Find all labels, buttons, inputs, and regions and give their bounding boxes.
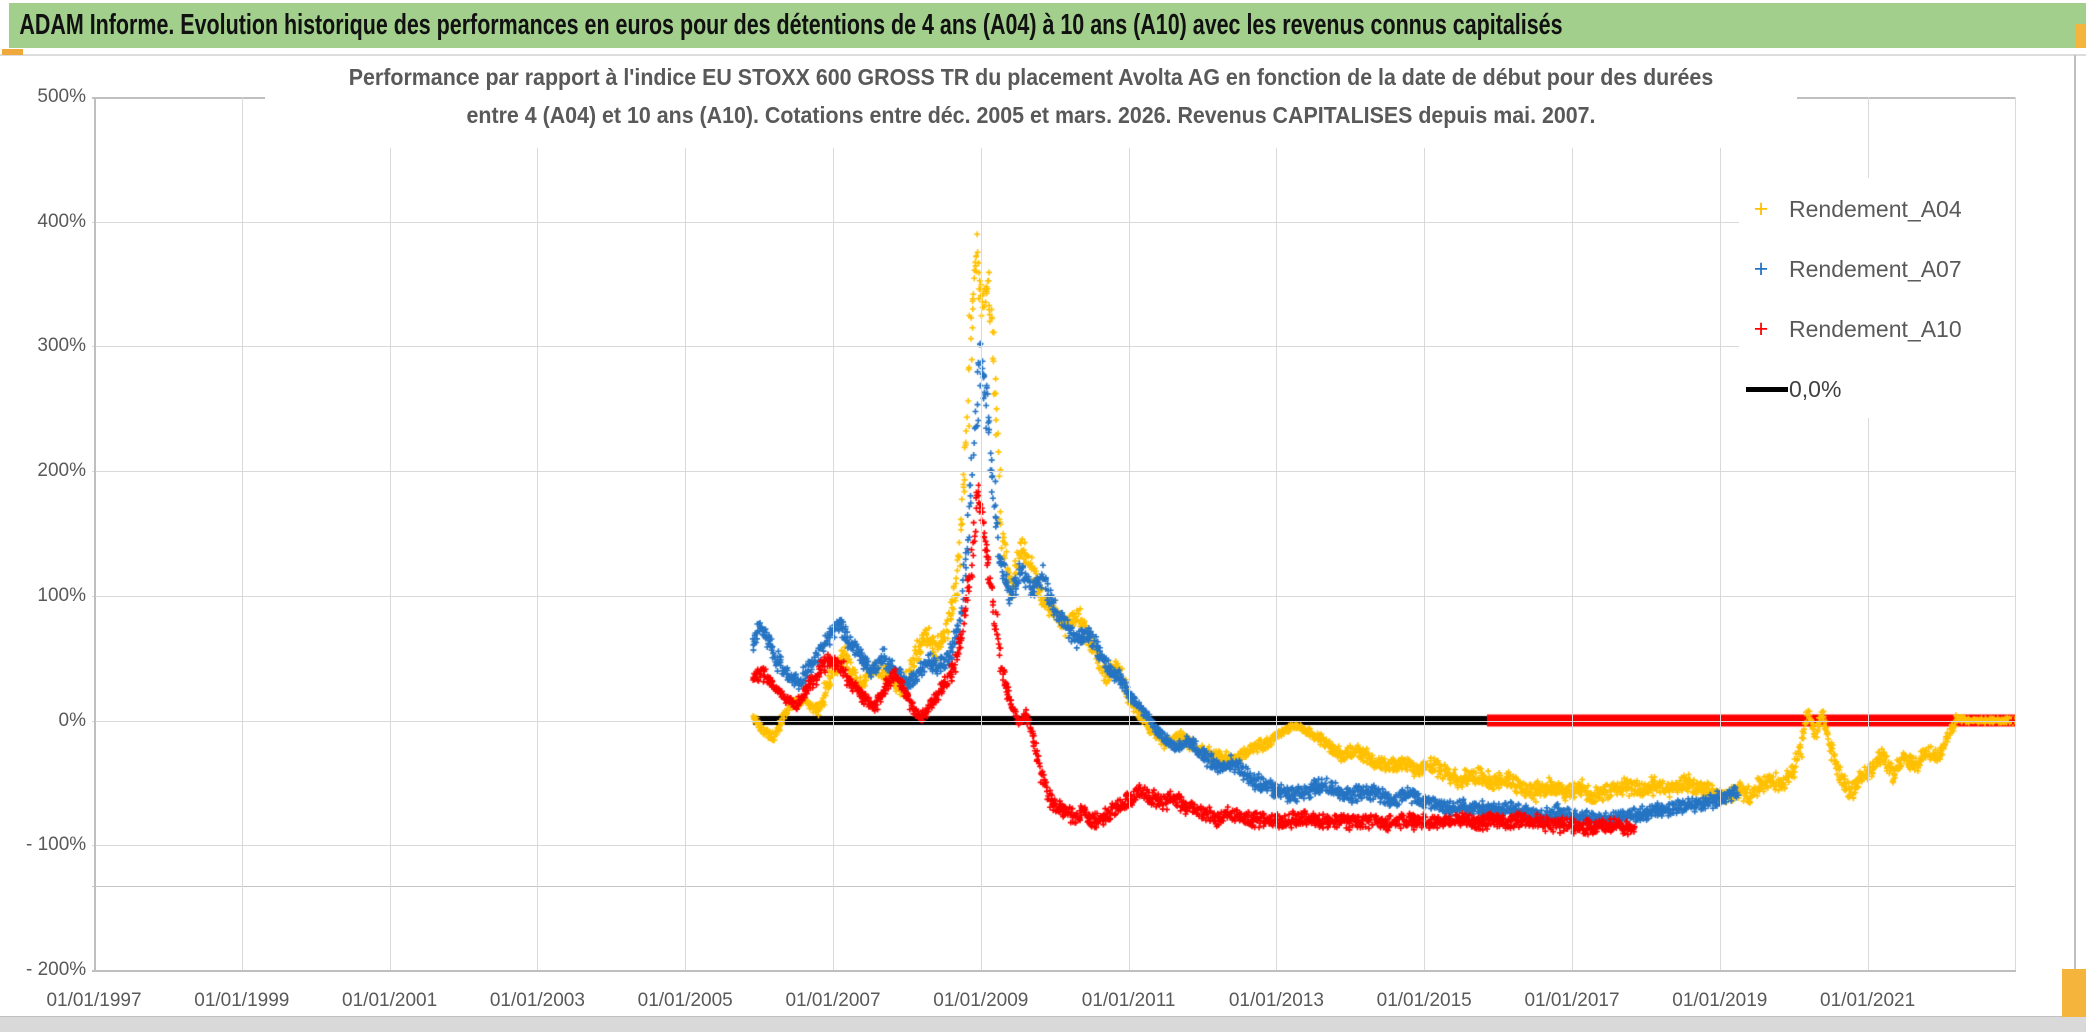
y-axis-label: 200%: [37, 460, 86, 482]
gridline-horizontal: [92, 720, 2016, 722]
gridline-vertical: [685, 97, 687, 970]
gridline-horizontal-extra: [92, 886, 2016, 888]
legend-item-rendement-a04: + Rendement_A04: [1746, 194, 1962, 224]
plot-area: [92, 97, 2016, 972]
x-axis-label: 01/01/2017: [1524, 990, 1620, 1011]
gridline-horizontal: [92, 970, 2016, 972]
gridline-vertical: [94, 97, 96, 970]
gridline-vertical: [1719, 97, 1721, 970]
page-title: ADAM Informe. Evolution historique des p…: [19, 9, 1563, 41]
gridline-vertical: [980, 97, 982, 970]
scatter-canvas: [92, 97, 2016, 970]
y-axis-label: 0%: [58, 709, 86, 731]
chart-title: Performance par rapport à l'indice EU ST…: [265, 58, 1797, 148]
plus-marker-icon: +: [1753, 314, 1769, 343]
gridline-vertical: [1276, 97, 1278, 970]
legend-item-0-0-: 0,0%: [1746, 374, 1841, 404]
plot-border-right: [2015, 97, 2016, 970]
legend: + Rendement_A04 + Rendement_A07 + Rendement_A…: [1739, 178, 2015, 418]
x-axis-label: 01/01/2001: [342, 990, 438, 1011]
legend-label: Rendement_A10: [1789, 315, 1962, 342]
plus-marker-icon: +: [1753, 254, 1769, 283]
gridline-horizontal: [92, 845, 2016, 847]
legend-label: 0,0%: [1789, 375, 1842, 402]
gridline-vertical: [1424, 97, 1426, 970]
legend-label: Rendement_A04: [1789, 195, 1962, 222]
gridline-horizontal: [92, 471, 2016, 473]
x-axis-label: 01/01/2021: [1820, 990, 1916, 1011]
x-axis-label: 01/01/2019: [1672, 990, 1768, 1011]
x-axis-label: 01/01/2007: [785, 990, 881, 1011]
legend-item-rendement-a07: + Rendement_A07: [1746, 254, 1962, 284]
y-axis-label: 500%: [37, 86, 86, 107]
header-divider: [0, 54, 2086, 56]
gridline-vertical: [537, 97, 539, 970]
chart-title-line-2: entre 4 (A04) et 10 ans (A10). Cotations…: [466, 102, 1596, 128]
x-axis-label: 01/01/1997: [46, 990, 142, 1011]
window-right-border: [2074, 55, 2076, 1016]
zero-line-icon: [1746, 386, 1788, 392]
scrollbar-strip: [0, 1016, 2086, 1032]
y-axis-label: - 100%: [26, 834, 87, 856]
chart-title-line-1: Performance par rapport à l'indice EU ST…: [348, 64, 1714, 90]
gridline-vertical: [1867, 97, 1869, 970]
gridline-horizontal: [92, 595, 2016, 597]
selection-accent-top-left: [2, 49, 23, 55]
gridline-vertical: [1572, 97, 1573, 970]
selection-accent-top-right: [2076, 24, 2086, 48]
gridline-vertical: [833, 97, 834, 970]
y-axis-label: 100%: [37, 584, 86, 606]
x-axis-label: 01/01/2005: [637, 990, 733, 1011]
x-axis-label: 01/01/2011: [1081, 990, 1176, 1011]
y-axis-label: 400%: [37, 210, 86, 232]
x-axis-label: 01/01/1999: [194, 990, 290, 1011]
gridline-vertical: [389, 97, 391, 970]
selection-accent-bottom-right: [2062, 969, 2086, 1017]
y-axis-label: 300%: [37, 335, 86, 357]
legend-item-rendement-a10: + Rendement_A10: [1746, 314, 1962, 344]
plus-marker-icon: +: [1753, 194, 1769, 223]
gridline-horizontal: [92, 346, 2016, 348]
x-axis-label: 01/01/2013: [1228, 990, 1324, 1011]
x-axis-label: 01/01/2003: [489, 990, 585, 1011]
worksheet-title-bar: ADAM Informe. Evolution historique des p…: [9, 3, 2086, 48]
x-axis-label: 01/01/2009: [933, 990, 1029, 1011]
gridline-horizontal: [92, 221, 2016, 223]
x-axis-label: 01/01/2015: [1376, 990, 1472, 1011]
gridline-vertical: [1128, 97, 1130, 970]
gridline-vertical: [241, 97, 243, 970]
legend-label: Rendement_A07: [1789, 255, 1962, 282]
y-axis-label: - 200%: [26, 959, 87, 980]
